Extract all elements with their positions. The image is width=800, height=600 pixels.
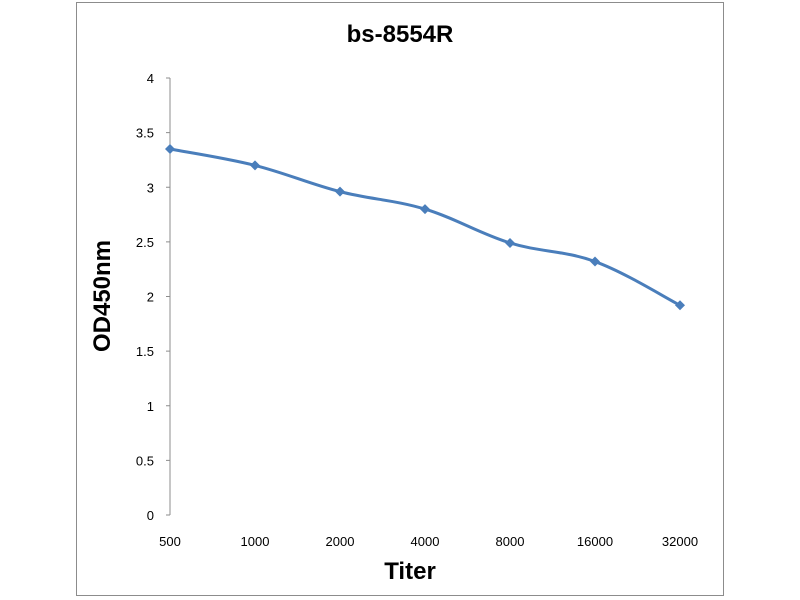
y-tick-label: 1.5: [136, 344, 154, 359]
x-tick-label: 32000: [662, 534, 698, 549]
y-tick-label: 0: [147, 508, 154, 523]
series-line: [169, 147, 681, 307]
y-tick-label: 3: [147, 180, 154, 195]
x-tick-label: 2000: [326, 534, 355, 549]
x-tick-label: 16000: [577, 534, 613, 549]
data-point-marker: [420, 204, 430, 215]
x-tick-label: 1000: [241, 534, 270, 549]
x-tick-group: 500 1000 2000 4000 8000 16000 32000: [159, 534, 698, 549]
data-point-marker: [335, 186, 345, 197]
x-tick-label: 4000: [411, 534, 440, 549]
y-tick-label: 3.5: [136, 126, 154, 141]
chart-area: [76, 2, 724, 596]
data-point-marker: [165, 144, 175, 155]
y-tick-label: 2.5: [136, 235, 154, 250]
marker-group: [165, 144, 685, 311]
y-tick-label: 0.5: [136, 453, 154, 468]
y-tick-label: 4: [147, 71, 154, 86]
x-axis-title: Titer: [384, 558, 436, 585]
data-point-marker: [675, 300, 685, 311]
chart-title: bs-8554R: [347, 21, 454, 48]
x-tick-label: 500: [159, 534, 181, 549]
y-tick-label: 1: [147, 399, 154, 414]
data-point-marker: [590, 256, 600, 267]
y-axis-title: OD450nm: [89, 240, 116, 352]
data-point-marker: [250, 160, 260, 171]
y-tick-label: 2: [147, 290, 154, 305]
x-tick-label: 8000: [496, 534, 525, 549]
y-tick-group: 0 0.5 1 1.5 2 2.5 3 3.5 4: [136, 71, 170, 523]
data-point-marker: [505, 237, 515, 248]
